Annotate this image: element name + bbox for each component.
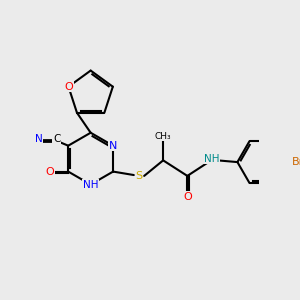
Text: O: O (183, 192, 192, 202)
Text: N: N (109, 141, 117, 151)
Text: NH: NH (204, 154, 219, 164)
Text: O: O (64, 82, 73, 92)
Text: N: N (35, 134, 43, 144)
Text: CH₃: CH₃ (155, 132, 172, 141)
Text: NH: NH (83, 179, 98, 190)
Text: O: O (46, 167, 55, 177)
Text: S: S (135, 171, 142, 181)
Text: Br: Br (292, 157, 300, 167)
Text: C: C (53, 134, 60, 144)
